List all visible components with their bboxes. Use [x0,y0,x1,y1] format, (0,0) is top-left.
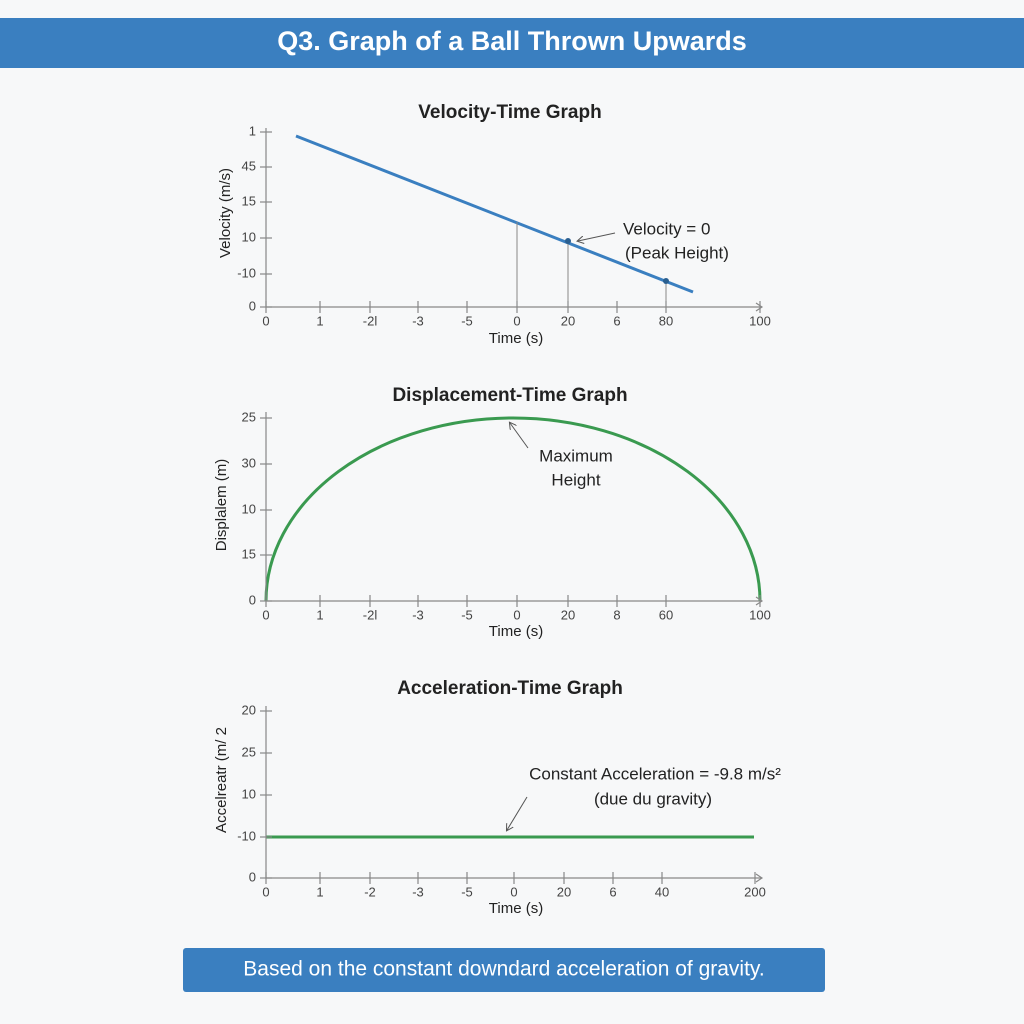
x-tick-label: 1 [316,313,323,328]
annotation: Velocity = 0 [623,219,710,238]
dot [565,238,571,244]
y-tick-label: 25 [242,744,256,759]
y-axis-label: Displalem (m) [213,459,230,552]
y-tick-label: 10 [242,501,256,516]
annotation: Maximum [539,446,613,465]
y-tick-label: 45 [242,158,256,173]
x-tick-label: -3 [412,607,424,622]
x-tick-label: 0 [262,607,269,622]
x-tick-label: 0 [262,313,269,328]
y-tick-label: 15 [242,546,256,561]
footer-bar [183,948,825,992]
x-tick-label: 80 [659,313,673,328]
graph-title: Displacement-Time Graph [392,385,627,406]
axis-arrow [755,596,764,606]
header-bar [0,18,1024,68]
arrow [510,423,529,449]
y-tick-label: 10 [242,786,256,801]
y-tick-label: 25 [242,409,256,424]
x-tick-label: 20 [561,313,575,328]
x-tick-label: 100 [749,607,771,622]
graph-title: Acceleration-Time Graph [397,678,623,699]
y-tick-label: 15 [242,193,256,208]
graph-title: Velocity-Time Graph [418,102,601,123]
x-tick-label: -3 [412,313,424,328]
header-title: Q3. Graph of a Ball Thrown Upwards [277,26,747,56]
footer-text: Based on the constant downdard accelerat… [243,958,764,981]
x-tick-label: -2 [364,884,376,899]
axis-arrow [755,302,764,312]
velocity-line [295,134,694,294]
x-tick-label: -5 [461,607,473,622]
x-tick-label: 1 [316,607,323,622]
y-tick-label: 20 [242,702,256,717]
arrow [578,232,616,241]
x-axis-label: Time (s) [489,623,543,640]
x-tick-label: 200 [744,884,766,899]
x-tick-label: 0 [513,313,520,328]
x-tick-label: 20 [557,884,571,899]
x-tick-label: -5 [461,313,473,328]
y-tick-label: 0 [249,298,256,313]
x-tick-label: 6 [613,313,620,328]
x-tick-label: 40 [655,884,669,899]
y-tick-label: 0 [249,592,256,607]
x-tick-label: 6 [609,884,616,899]
y-tick-label: 1 [249,123,256,138]
y-axis-label: Velocity (m/s) [217,168,234,258]
y-tick-label: -10 [237,265,256,280]
y-tick-label: 0 [249,869,256,884]
annotation: Constant Acceleration = -9.8 m/s² [529,764,781,783]
x-tick-label: -2l [363,607,378,622]
x-tick-label: 1 [316,884,323,899]
annotation: (Peak Height) [625,243,729,262]
y-tick-label: 10 [242,229,256,244]
displacement-curve [264,416,762,602]
x-tick-label: 8 [613,607,620,622]
x-tick-label: -2l [363,313,378,328]
y-axis-label: Accelreatr (m/ 2 [213,727,230,833]
dot [663,278,669,284]
x-tick-label: -5 [461,884,473,899]
x-tick-label: 60 [659,607,673,622]
y-tick-label: -10 [237,828,256,843]
y-tick-label: 30 [242,455,256,470]
x-tick-label: 0 [262,884,269,899]
axis-arrow [755,873,764,883]
x-tick-label: -3 [412,884,424,899]
x-tick-label: 0 [513,607,520,622]
annotation: Height [551,470,600,489]
x-tick-label: 0 [510,884,517,899]
arrow [507,796,528,830]
x-tick-label: 20 [561,607,575,622]
annotation: (due du gravity) [594,789,712,808]
x-tick-label: 100 [749,313,771,328]
x-axis-label: Time (s) [489,330,543,347]
axes [265,412,762,602]
x-axis-label: Time (s) [489,900,543,917]
